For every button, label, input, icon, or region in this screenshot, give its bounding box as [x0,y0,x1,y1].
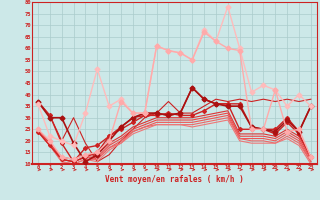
X-axis label: Vent moyen/en rafales ( km/h ): Vent moyen/en rafales ( km/h ) [105,175,244,184]
